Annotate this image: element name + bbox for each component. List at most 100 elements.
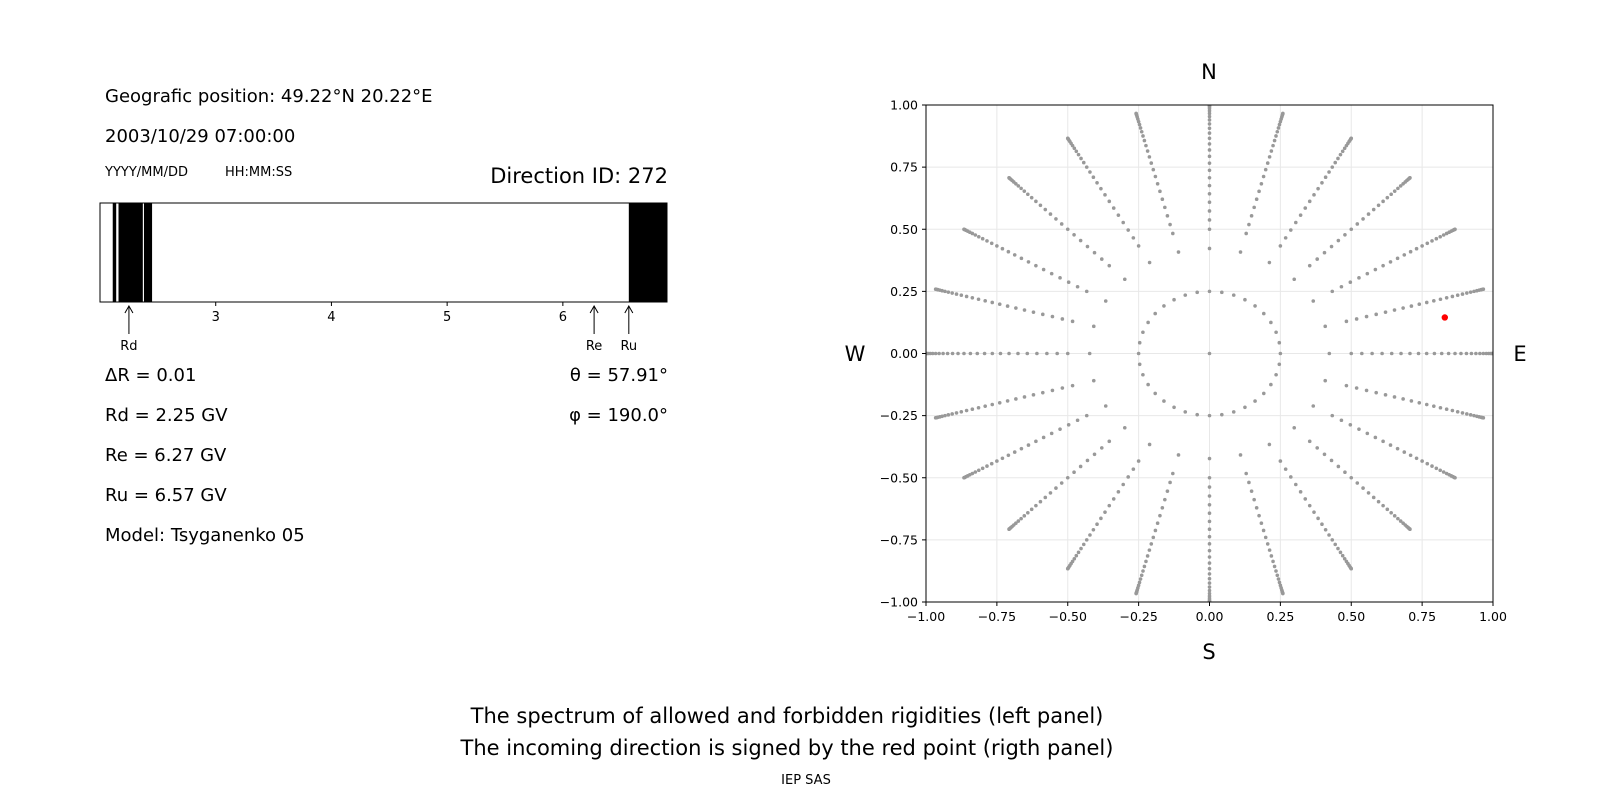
direction-point [970, 407, 975, 411]
direction-point [1207, 148, 1212, 152]
rd-value: Rd = 2.25 GV [105, 405, 228, 426]
direction-point [1019, 446, 1024, 451]
compass-west: W [844, 342, 866, 366]
direction-point [1231, 410, 1236, 414]
direction-point [1249, 489, 1254, 493]
direction-point [1439, 351, 1444, 356]
direction-point [1176, 453, 1181, 457]
direction-point [1048, 212, 1053, 216]
direction-point [946, 290, 951, 294]
direction-point [1402, 253, 1407, 257]
direction-point [1144, 559, 1148, 564]
direction-point [982, 351, 987, 356]
direction-point [1303, 497, 1308, 501]
direction-point [1151, 167, 1156, 172]
direction-point [1034, 439, 1038, 444]
direction-point [1373, 267, 1378, 272]
direction-point [1035, 351, 1039, 356]
direction-point [1207, 227, 1212, 232]
direction-point [1329, 458, 1334, 463]
direction-point [962, 227, 966, 232]
direction-point [1207, 111, 1212, 116]
y-tick-label: 0.50 [890, 222, 918, 237]
model-name: Model: Tsyganenko 05 [105, 525, 305, 546]
x-tick-label: −1.00 [907, 609, 945, 624]
direction-point [1183, 293, 1188, 297]
direction-point [1274, 569, 1278, 573]
direction-point [1207, 588, 1212, 593]
direction-point [946, 413, 951, 417]
direction-point [959, 293, 964, 298]
direction-point [1014, 397, 1018, 401]
direction-point [1092, 452, 1097, 457]
caption-line-2: The incoming direction is signed by the … [460, 736, 1114, 760]
direction-point [1465, 291, 1469, 295]
direction-point [1131, 236, 1136, 240]
direction-point [1022, 514, 1027, 518]
direction-point [1408, 249, 1413, 254]
direction-point [950, 351, 955, 356]
direction-point [1207, 209, 1212, 213]
direction-point [1355, 222, 1360, 226]
incoming-direction-point [1441, 314, 1449, 321]
direction-point [1289, 475, 1293, 479]
direction-point [1460, 411, 1465, 415]
direction-point [1371, 207, 1376, 212]
direction-point [1438, 468, 1443, 473]
direction-point [1339, 418, 1344, 423]
direction-point [1095, 522, 1099, 527]
direction-point [1396, 186, 1400, 191]
direction-point [1099, 446, 1104, 450]
direction-point [1103, 299, 1108, 303]
direction-point [1414, 246, 1419, 251]
x-tick-label: 4 [327, 310, 335, 325]
direction-point [1307, 263, 1312, 268]
direction-point [1254, 197, 1259, 202]
direction-point [1099, 186, 1103, 191]
direction-point [933, 416, 938, 420]
direction-point [1438, 405, 1443, 410]
direction-point [1049, 431, 1054, 436]
direction-point [1060, 386, 1065, 390]
direction-point [997, 302, 1002, 307]
direction-point [1038, 203, 1043, 208]
direction-point [1376, 499, 1381, 504]
direction-point [1139, 573, 1144, 578]
direction-point [1392, 308, 1397, 312]
direction-point [1207, 581, 1212, 585]
direction-point [1455, 293, 1460, 298]
direction-point [1131, 467, 1136, 471]
direction-point [1385, 507, 1390, 512]
x-tick-label: 5 [443, 310, 451, 325]
direction-point [964, 408, 969, 413]
direction-point [1050, 314, 1055, 319]
direction-point [1392, 189, 1397, 193]
direction-point [1029, 507, 1034, 512]
direction-point [1141, 330, 1145, 335]
direction-point [1259, 521, 1264, 526]
direction-point [1072, 232, 1076, 237]
direction-point [1283, 467, 1288, 471]
direction-point [1085, 244, 1090, 249]
direction-point [1007, 175, 1011, 180]
direction-point [1468, 290, 1473, 294]
direction-point [1465, 412, 1469, 416]
direction-point [1137, 580, 1142, 585]
direction-point [1019, 186, 1023, 191]
direction-point [943, 413, 947, 418]
direction-point [1432, 404, 1436, 408]
direction-point [1171, 231, 1175, 236]
direction-point [1136, 351, 1141, 356]
direction-point [1043, 207, 1048, 212]
direction-point [1088, 533, 1092, 537]
direction-point [1107, 263, 1112, 268]
y-tick-label: 0.00 [890, 346, 918, 361]
direction-point [1298, 213, 1303, 217]
direction-point [1081, 160, 1086, 165]
direction-point [989, 461, 994, 466]
direction-point [1207, 542, 1212, 546]
direction-point [989, 241, 994, 246]
direction-point [983, 299, 987, 303]
direction-point [1012, 253, 1017, 257]
direction-point [1441, 470, 1446, 474]
